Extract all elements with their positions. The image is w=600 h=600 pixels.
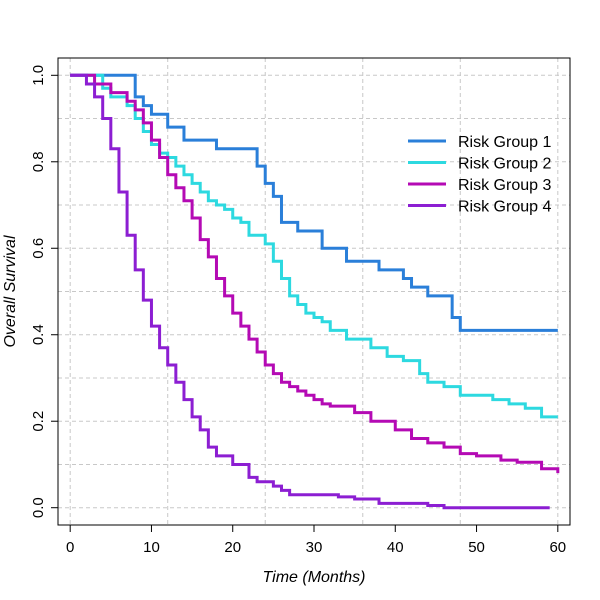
series-line-risk-group-3 bbox=[70, 73, 560, 474]
x-tick-label: 60 bbox=[549, 539, 566, 556]
x-tick-label: 0 bbox=[66, 539, 74, 556]
series-line-risk-group-1 bbox=[70, 73, 558, 332]
y-tick-label: 1.0 bbox=[30, 65, 47, 86]
legend-label-risk-group-2: Risk Group 2 bbox=[458, 156, 551, 173]
y-tick-label: 0.4 bbox=[30, 324, 47, 345]
y-tick-label: 0.6 bbox=[30, 238, 47, 259]
y-tick-label: 0.8 bbox=[30, 151, 47, 172]
x-tick-label: 40 bbox=[387, 539, 404, 556]
x-tick-label: 10 bbox=[143, 539, 160, 556]
legend-label-risk-group-1: Risk Group 1 bbox=[458, 134, 551, 151]
y-tick-label: 0.0 bbox=[30, 497, 47, 518]
y-tick-label: 0.2 bbox=[30, 411, 47, 432]
x-tick-label: 30 bbox=[306, 539, 323, 556]
legend-label-risk-group-3: Risk Group 3 bbox=[458, 177, 551, 194]
x-tick-label: 50 bbox=[468, 539, 485, 556]
legend-label-risk-group-4: Risk Group 4 bbox=[458, 199, 551, 216]
series-line-risk-group-4 bbox=[70, 73, 550, 510]
series-line-risk-group-2 bbox=[70, 73, 558, 419]
x-tick-label: 20 bbox=[224, 539, 241, 556]
y-axis-title: Overall Survival bbox=[2, 235, 19, 347]
x-axis-title: Time (Months) bbox=[263, 569, 366, 586]
